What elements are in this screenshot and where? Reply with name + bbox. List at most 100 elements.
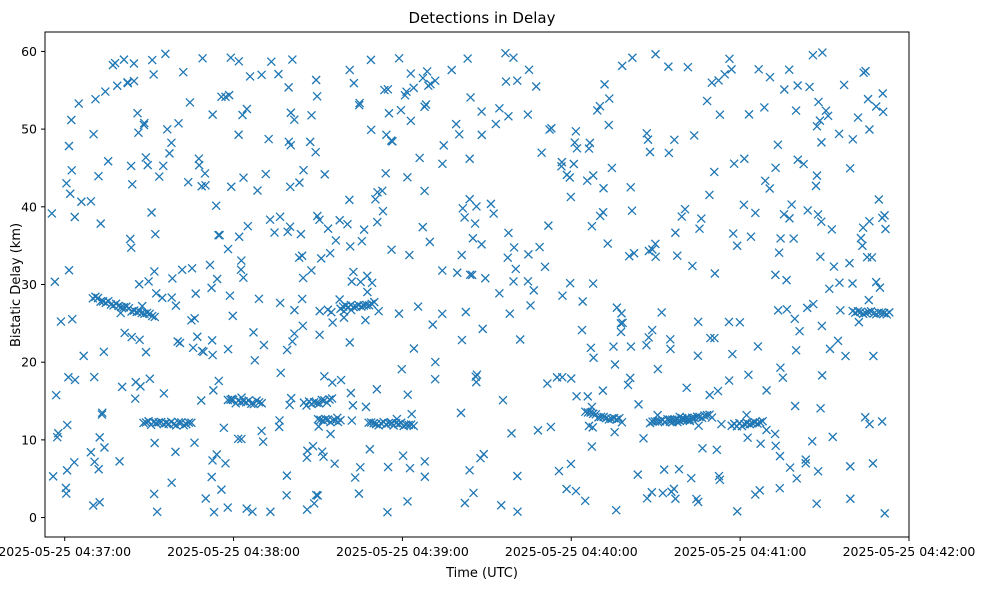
x-tick-label: 2025-05-25 04:37:00 [0,544,131,559]
data-point [354,100,364,110]
data-point [659,465,669,475]
data-point [100,87,110,96]
data-point [289,305,299,315]
data-point [430,76,440,86]
data-point [234,130,244,140]
data-point [331,235,341,245]
data-point [405,463,415,473]
data-point [141,417,151,427]
data-point [149,70,159,79]
data-point [321,414,330,424]
data-point [398,451,408,461]
data-point [714,471,724,481]
data-point [150,438,160,448]
data-point [765,72,775,82]
data-point [572,143,582,153]
data-point [732,241,742,251]
data-point [196,396,206,405]
data-point [570,138,580,147]
data-point [199,347,208,357]
data-point [451,119,461,129]
data-point [254,397,264,407]
data-point [784,65,794,75]
data-point [330,459,340,469]
data-point [63,372,73,382]
data-point [319,452,329,462]
data-point [607,163,617,173]
data-point [306,266,316,275]
data-point [812,499,822,509]
data-point [356,302,366,312]
data-point [616,327,626,337]
data-point [335,215,345,225]
data-point [817,370,827,380]
data-point [743,370,753,380]
data-point [345,338,355,347]
data-point [259,340,269,350]
data-point [298,321,308,331]
data-point [824,284,834,294]
data-point [801,455,811,465]
data-point [62,465,72,475]
data-point [225,291,235,301]
data-point [370,194,380,204]
data-point [533,425,543,435]
data-point [97,408,107,418]
data-point [611,505,621,515]
data-point [373,187,382,197]
data-point [325,395,334,404]
data-point [583,407,593,417]
data-point [616,318,626,328]
data-point [565,278,575,288]
data-point [693,497,703,507]
data-point [114,301,124,311]
data-point [828,432,838,442]
data-point [878,89,888,98]
data-point [523,249,533,259]
data-point [345,65,355,75]
data-point [76,197,86,207]
data-point [791,345,801,355]
data-point [472,370,482,380]
data-point [512,76,522,86]
data-markers [47,48,894,518]
data-point [253,186,262,196]
data-point [779,209,789,219]
data-point [147,311,157,321]
data-point [223,503,233,513]
data-point [120,328,130,338]
data-point [327,393,337,403]
data-point [315,330,325,340]
data-point [369,418,379,428]
data-point [624,251,634,261]
data-point [96,297,106,307]
data-point [709,167,719,177]
data-point [246,399,256,409]
data-point [275,298,285,308]
data-point [208,385,218,395]
data-point [754,64,764,74]
data-point [848,279,857,288]
data-point [750,208,760,218]
data-point [366,55,376,65]
data-point [666,487,676,497]
data-point [588,409,598,419]
data-point [584,144,594,154]
data-point [216,92,226,102]
data-point [833,336,843,346]
data-point [423,81,433,91]
data-point [724,376,734,386]
data-point [509,276,518,286]
data-point [739,154,749,164]
data-point [418,222,428,232]
data-point [328,318,338,328]
data-point [226,53,236,63]
data-point [471,377,481,387]
data-point [503,228,513,238]
data-point [857,241,867,251]
data-point [125,234,135,244]
data-point [683,62,693,72]
data-point [816,217,826,227]
data-point [282,490,292,500]
data-point [147,55,157,65]
